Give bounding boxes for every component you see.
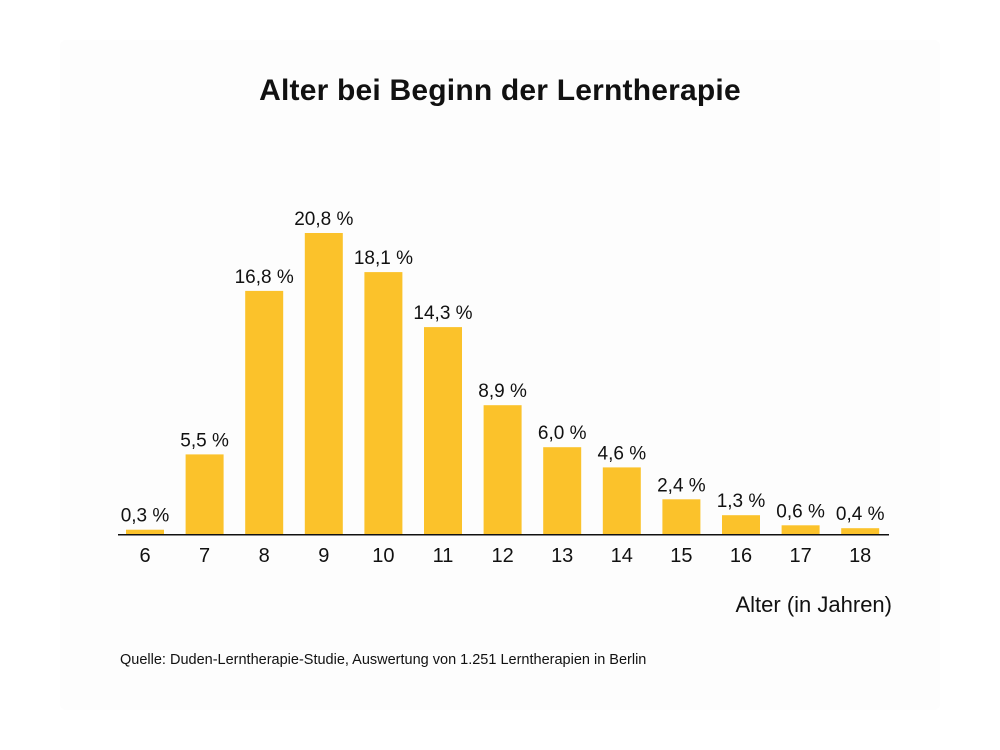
- bar-18: [841, 528, 880, 534]
- value-labels-group: 0,3 % 5,5 % 16,8 % 20,8 %18,1 % 14,3 % 8,9 % 6…: [121, 209, 885, 527]
- value-label-16: 1,3 %: [717, 491, 766, 512]
- bar-13: [543, 447, 582, 534]
- tick-label-6: 6: [139, 545, 150, 567]
- bar-11: [424, 327, 462, 534]
- tick-label-17: 17: [789, 545, 811, 567]
- bar-17: [781, 525, 820, 534]
- value-label-8: 16,8 %: [235, 267, 294, 288]
- value-label-10: 18,1 %: [354, 248, 413, 269]
- value-label-11: 14,3 %: [413, 303, 472, 324]
- tick-label-15: 15: [670, 545, 692, 567]
- value-label-12: 8,9 %: [478, 381, 527, 402]
- bar-9: [304, 233, 343, 534]
- value-label-15: 2,4 %: [657, 475, 706, 496]
- value-label-13: 6,0 %: [538, 423, 587, 444]
- value-label-6: 0,3 %: [121, 506, 170, 527]
- bars-group: [126, 233, 880, 534]
- tick-label-18: 18: [849, 545, 871, 567]
- value-label-18: 0,4 %: [836, 504, 885, 525]
- bar-7: [185, 454, 224, 534]
- tick-label-10: 10: [372, 545, 394, 567]
- chart-card: [60, 40, 940, 710]
- tick-label-12: 12: [491, 545, 513, 567]
- value-label-9: 20,8 %: [294, 209, 353, 230]
- chart-title: Alter bei Beginn der Lerntherapie: [259, 74, 741, 107]
- bar-6: [126, 529, 164, 534]
- tick-labels-group: 6 7 8 9 10 11 12 13 14 15 16 17 18: [139, 545, 871, 567]
- value-label-7: 5,5 %: [180, 430, 229, 451]
- x-axis-label: Alter (in Jahren): [735, 592, 892, 617]
- bar-10: [364, 272, 403, 534]
- value-label-17: 0,6 %: [776, 501, 825, 522]
- tick-label-11: 11: [433, 545, 454, 567]
- tick-label-9: 9: [318, 545, 329, 567]
- value-label-14: 4,6 %: [598, 443, 647, 464]
- bar-8: [245, 290, 284, 534]
- tick-label-13: 13: [551, 545, 573, 567]
- bar-15: [662, 499, 701, 534]
- tick-label-16: 16: [730, 545, 752, 567]
- tick-label-8: 8: [259, 545, 270, 567]
- tick-label-7: 7: [199, 545, 210, 567]
- tick-label-14: 14: [611, 545, 633, 567]
- bar-16: [722, 515, 760, 534]
- bar-12: [483, 405, 522, 534]
- source-note: Quelle: Duden-Lerntherapie-Studie, Auswe…: [120, 652, 647, 668]
- bar-14: [602, 467, 641, 534]
